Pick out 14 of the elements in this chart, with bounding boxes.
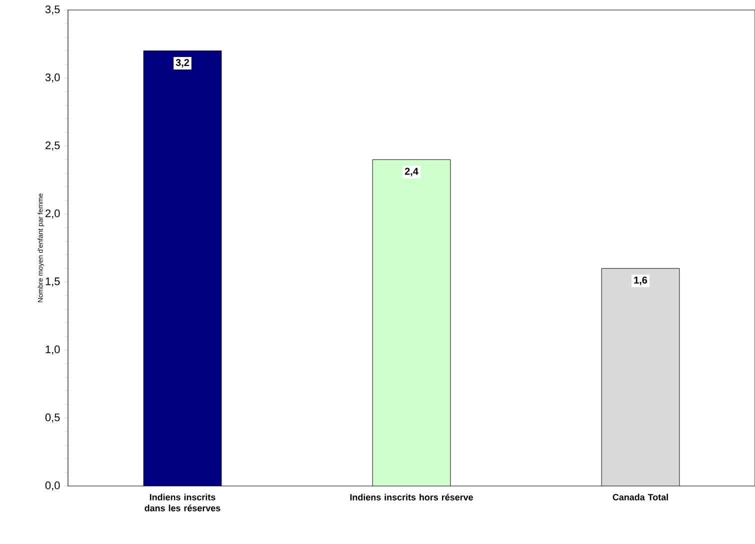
data-label: 2,4 [404, 168, 418, 176]
x-tick-label: Canada Total [612, 494, 668, 500]
y-tick-label: 3,0 [45, 73, 60, 83]
data-label: 3,2 [176, 58, 190, 68]
y-tick-label: 0,5 [45, 413, 60, 423]
y-tick-label: 2,0 [46, 209, 60, 219]
y-tick-label: 3,5 [45, 5, 60, 15]
y-tick-label: 1,5 [46, 278, 60, 286]
y-tick-label: 0,0 [45, 481, 60, 491]
x-tick-label: Indiens inscrits hors réserve [350, 494, 473, 500]
y-tick-label: 2,5 [46, 141, 60, 151]
data-label: 1,6 [634, 276, 648, 286]
y-tick-label: 1,0 [46, 345, 60, 355]
x-tick-label: Indiens inscrits dans les réserves [144, 494, 220, 512]
